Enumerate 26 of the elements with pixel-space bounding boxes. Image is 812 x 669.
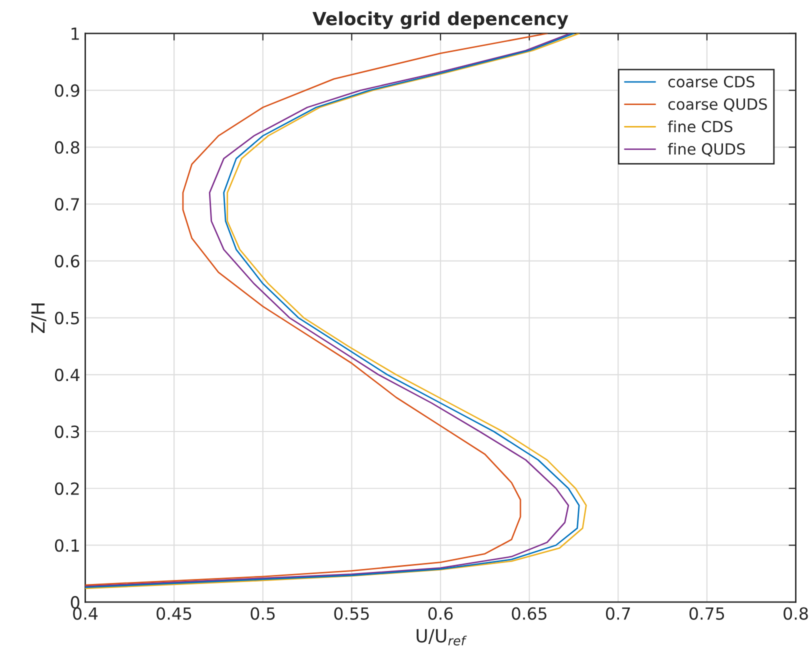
x-tick-label: 0.8 [784,607,808,620]
y-tick-label: 0.2 [54,482,79,495]
legend-label: coarse CDS [668,76,754,88]
x-tick-label: 0.5 [250,607,275,620]
legend-label: fine CDS [668,120,732,132]
y-tick-label: 0.4 [54,368,80,382]
x-axis-title: U/U$_{ref}$ [416,629,467,646]
y-tick-label: 1 [72,28,79,40]
x-tick-label: 0.75 [689,607,724,620]
x-tick-label: 0.45 [156,607,192,620]
y-tick-label: 0 [70,596,80,609]
x-tick-label: 0.55 [334,607,369,620]
y-tick-label: 0.8 [54,141,80,154]
legend-label: fine QUDS [668,142,745,156]
y-tick-label: 0.1 [54,539,79,552]
y-tick-label: 0.9 [54,84,80,97]
y-tick-label: 0.3 [54,425,80,438]
legend-label: coarse QUDS [668,98,767,112]
x-tick-label: 0.7 [606,607,630,620]
y-tick-label: 0.5 [54,312,79,324]
chart-title: Velocity grid depencency [312,11,568,30]
y-axis-title: Z/H [31,304,46,333]
y-tick-label: 0.7 [54,198,79,211]
y-tick-label: 0.6 [54,254,80,268]
x-tick-label: 0.6 [428,607,453,620]
x-tick-label: 0.65 [512,607,546,620]
